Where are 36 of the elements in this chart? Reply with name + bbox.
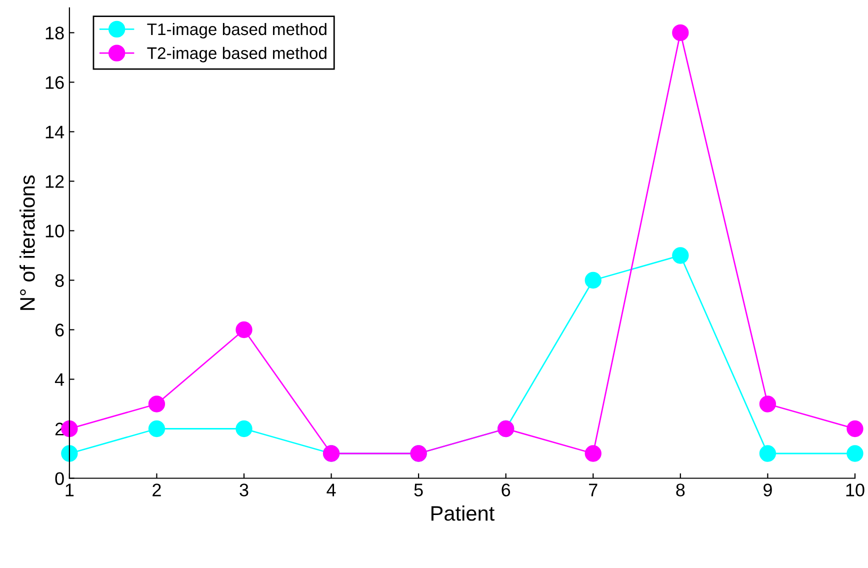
y-tick-label: 8 [55, 274, 64, 287]
x-tick-label: 5 [414, 484, 423, 496]
y-tick-label: 0 [55, 472, 64, 485]
y-tick-label: 6 [55, 324, 64, 336]
y-tick-label: 14 [46, 126, 64, 138]
x-tick-label: 8 [676, 484, 685, 496]
point [759, 396, 776, 412]
point [148, 396, 166, 412]
point [584, 445, 602, 462]
point [672, 247, 689, 264]
x-tick-label: 10 [846, 484, 864, 496]
y-tick-label: 12 [46, 175, 64, 188]
y-tick-label: 10 [46, 224, 64, 238]
y-axis-title: N° of iterations [20, 175, 35, 310]
x-tick-label: 1 [66, 484, 74, 496]
y-tick-label: 4 [54, 373, 64, 386]
x-tick-label: 9 [764, 484, 772, 496]
x-tick-label: 4 [326, 484, 336, 496]
point [672, 24, 689, 42]
point [236, 321, 252, 338]
point [759, 445, 776, 462]
point [846, 445, 864, 462]
x-tick-label: 6 [502, 484, 510, 496]
point [148, 420, 166, 438]
point [584, 272, 602, 289]
point [846, 420, 864, 438]
x-tick-label: 7 [589, 484, 598, 496]
y-tick-label: 18 [46, 26, 64, 40]
point [61, 445, 78, 462]
point [236, 420, 252, 438]
x-tick-label: 3 [240, 484, 248, 496]
x-tick-label: 2 [152, 484, 161, 496]
x-axis-title: Patient [431, 506, 494, 521]
legend-label: T1-image based method [147, 22, 326, 38]
y-tick-label: 16 [46, 76, 64, 89]
legend-label: T2-image based method [147, 46, 326, 62]
